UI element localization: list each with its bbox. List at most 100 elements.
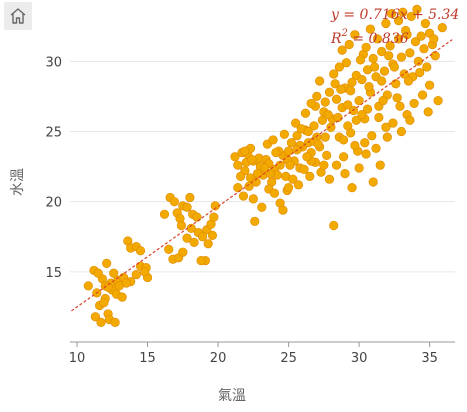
data-point: [203, 239, 213, 249]
data-point: [83, 281, 93, 291]
y-tick-label: 25: [45, 125, 62, 140]
data-point: [391, 79, 401, 89]
x-tick-labels: 10 15 20 25 30 35: [69, 351, 438, 366]
data-point: [331, 160, 342, 170]
data-point: [90, 312, 100, 322]
data-point: [354, 96, 364, 106]
data-point: [377, 76, 387, 86]
data-point: [347, 183, 357, 193]
trendline-equation: y = 0.716x + 5.34: [330, 7, 459, 23]
data-point: [236, 171, 246, 182]
data-point: [233, 160, 243, 170]
data-point: [189, 237, 199, 247]
data-point: [382, 132, 392, 142]
data-point: [422, 62, 432, 72]
data-point: [260, 163, 270, 173]
data-point: [313, 139, 323, 149]
data-point: [419, 44, 429, 54]
data-point: [338, 135, 349, 145]
data-point: [159, 209, 170, 219]
data-point: [375, 160, 385, 170]
data-point: [372, 34, 383, 44]
x-tick-label: 20: [210, 351, 227, 366]
data-point: [341, 58, 352, 68]
data-point: [403, 76, 414, 86]
data-point: [417, 90, 428, 100]
data-point: [93, 268, 103, 278]
data-point: [324, 174, 335, 184]
r2-symbol: R: [330, 31, 342, 47]
data-point: [346, 86, 356, 96]
data-point: [238, 191, 249, 201]
data-point: [386, 9, 397, 19]
data-point: [337, 45, 347, 55]
x-tick-label: 10: [69, 351, 86, 366]
data-point: [96, 317, 106, 327]
data-point: [279, 129, 289, 139]
data-point: [192, 212, 202, 222]
y-tick-label: 20: [45, 196, 62, 211]
data-point: [406, 11, 416, 22]
data-point: [336, 84, 346, 94]
data-point: [360, 138, 370, 148]
data-point: [405, 115, 415, 125]
data-point: [164, 244, 174, 254]
data-point: [110, 317, 120, 327]
data-point: [285, 160, 295, 170]
data-point: [388, 118, 398, 128]
data-point: [278, 205, 288, 215]
data-point: [315, 76, 325, 86]
data-point: [385, 41, 395, 51]
data-point: [350, 140, 360, 151]
data-point: [338, 152, 349, 162]
y-tick-label: 30: [45, 55, 62, 70]
data-point: [176, 220, 187, 231]
data-point: [209, 212, 219, 222]
data-point: [371, 143, 381, 153]
data-point: [361, 149, 371, 159]
data-point: [240, 146, 250, 156]
data-point: [395, 101, 405, 111]
data-point: [271, 147, 281, 158]
x-tick-marks: [76, 342, 431, 347]
y-axis-label: 水溫: [10, 168, 26, 196]
data-point: [244, 181, 254, 191]
data-point: [323, 110, 333, 120]
data-point: [423, 107, 433, 117]
data-point: [367, 131, 377, 141]
data-points: [83, 4, 447, 327]
y-tick-label: 15: [45, 266, 62, 281]
data-point: [196, 256, 206, 266]
data-point: [283, 183, 294, 193]
data-point: [291, 118, 301, 128]
data-point: [257, 202, 267, 212]
data-point: [182, 202, 192, 212]
data-point: [416, 31, 426, 41]
data-point: [268, 135, 278, 145]
data-point: [430, 51, 440, 61]
data-point: [350, 30, 360, 40]
data-point: [248, 194, 258, 204]
r2-superscript: 2: [341, 28, 348, 39]
x-tick-label: 30: [351, 351, 368, 366]
trendline: [71, 39, 453, 312]
data-point: [354, 163, 364, 173]
data-point: [433, 96, 443, 106]
data-point: [357, 74, 367, 85]
data-point: [346, 128, 356, 138]
data-point: [429, 34, 439, 44]
data-point: [409, 98, 419, 109]
data-point: [292, 131, 302, 141]
x-tick-label: 35: [421, 351, 438, 366]
home-button[interactable]: [4, 2, 32, 30]
data-point: [303, 126, 313, 137]
x-tick-label: 25: [280, 351, 297, 366]
data-point: [330, 79, 340, 89]
data-point: [252, 168, 263, 179]
data-point: [370, 62, 380, 72]
data-point: [286, 138, 297, 148]
data-point: [324, 87, 335, 97]
data-point: [377, 46, 387, 57]
data-point: [250, 216, 260, 226]
